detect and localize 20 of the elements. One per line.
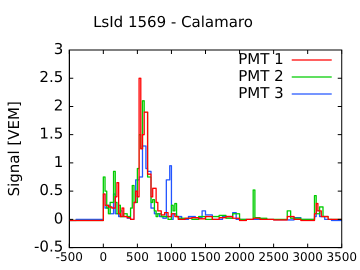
y-tick-label: 1 xyxy=(54,152,64,171)
x-tick-label: 0 xyxy=(100,250,108,264)
y-tick-label: 0 xyxy=(54,209,64,228)
x-tick-label: 3500 xyxy=(326,250,358,264)
y-tick-label: 2.5 xyxy=(39,68,64,86)
x-tick-label: 2500 xyxy=(258,250,289,264)
y-tick-label: 2 xyxy=(54,96,64,114)
legend-label: PMT 3 xyxy=(238,84,284,102)
x-tick-label: 2000 xyxy=(224,250,255,264)
legend-label: PMT 1 xyxy=(238,50,284,68)
y-axis-title: Signal [VEM] xyxy=(4,101,23,196)
x-tick-label: 500 xyxy=(126,250,149,264)
legend-label: PMT 2 xyxy=(238,66,284,85)
x-tick-label: 3000 xyxy=(292,250,323,264)
y-tick-label: 3 xyxy=(54,40,64,58)
chart-title: LsId 1569 - Calamaro xyxy=(93,12,253,31)
y-tick-label: 0.5 xyxy=(39,181,64,200)
x-tick-label: 1000 xyxy=(156,250,187,264)
x-tick-label: 1500 xyxy=(190,250,221,264)
y-tick-label: 1.5 xyxy=(39,124,64,143)
